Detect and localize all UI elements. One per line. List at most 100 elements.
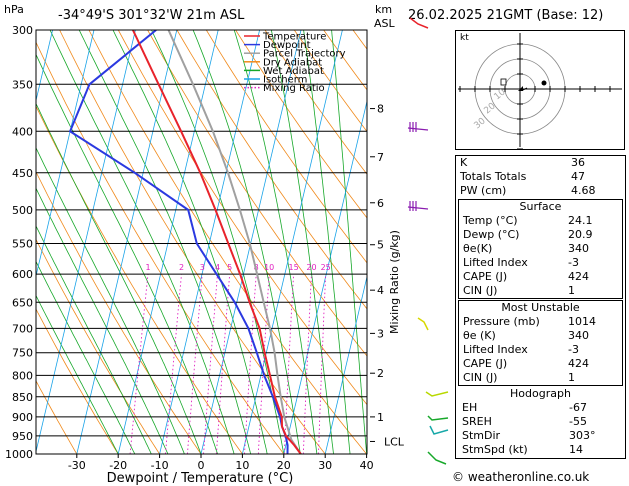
height-tick-label: 4 [377, 284, 384, 297]
wind-barb [407, 127, 429, 131]
pressure-tick-label: 900 [12, 411, 33, 424]
storm-motion-marker [541, 80, 547, 86]
temperature-tick-label: -20 [109, 459, 127, 472]
mixing-ratio-line [302, 274, 312, 454]
mixing-ratio-line [165, 274, 182, 454]
isotherm [117, 30, 219, 454]
storm-motion-arrow [518, 86, 523, 91]
hodograph-mean-marker [500, 78, 507, 86]
isotherm [0, 30, 11, 454]
mixing-ratio-label: 25 [321, 263, 331, 272]
mixing-ratio-label: 5 [227, 263, 232, 272]
temperature-tick-label: -10 [151, 459, 169, 472]
isotherm [159, 30, 260, 454]
pressure-tick-label: 550 [12, 237, 33, 250]
hodo-stmspd: StmSpd (kt) 14 [462, 443, 583, 456]
mu-li: Lifted Index -3 [463, 343, 579, 356]
mixing-ratio-axis-label: Mixing Ratio (g/kg) [388, 230, 401, 334]
wind-barb-900 [427, 415, 449, 421]
mixing-ratio-line [318, 274, 327, 454]
hodograph-title: Hodograph [510, 387, 571, 400]
index-totals: Totals Totals 47 [460, 170, 585, 183]
dry-adiabat [36, 380, 78, 454]
isotherm [283, 99, 367, 454]
mixing-ratio-line [203, 274, 218, 454]
parcel-trajectory-line [167, 30, 302, 454]
pressure-tick-label: 400 [12, 125, 33, 138]
location-title: -34°49'S 301°32'W 21m ASL [58, 8, 245, 23]
legend-label: Dry Adiabat [263, 57, 322, 68]
mixing-ratio-line [186, 274, 203, 454]
mixing-ratio-label: 10 [264, 263, 274, 272]
wind-barb-950 [429, 425, 449, 435]
height-tick-label: 8 [377, 103, 384, 116]
wind-barb-300 [409, 17, 429, 29]
height-tick-label: 2 [377, 367, 384, 380]
copyright[interactable]: © weatheronline.co.uk [452, 470, 590, 484]
pressure-tick-label: 350 [12, 78, 33, 91]
temperature-tick-label: -30 [68, 459, 86, 472]
temperature-line [131, 30, 302, 454]
legend-label: Mixing Ratio [263, 83, 325, 94]
km-label: km [375, 3, 393, 16]
index-pw: PW (cm) 4.68 [460, 184, 596, 197]
wind-barb-700 [417, 317, 429, 331]
temperature-tick-label: 10 [235, 459, 249, 472]
mu-pressure: Pressure (mb) 1014 [463, 315, 596, 328]
pressure-tick-label: 700 [12, 322, 33, 335]
isotherm [324, 275, 367, 454]
most-unstable-section: Most Unstable Pressure (mb) 1014 θe (K) 34… [458, 300, 623, 386]
height-tick-label: 5 [377, 239, 384, 252]
mixing-ratio-label: 20 [306, 263, 316, 272]
surface-cape: CAPE (J) 424 [463, 270, 589, 283]
temperature-tick-label: 30 [318, 459, 332, 472]
isotherm [76, 30, 178, 454]
pressure-tick-label: 750 [12, 347, 33, 360]
surface-section: Surface Temp (°C) 24.1 Dewp (°C) 20.9 θe(K… [458, 199, 623, 299]
wind-barb [407, 206, 429, 210]
legend-label: Isotherm [263, 75, 307, 86]
pressure-tick-label: 300 [12, 24, 33, 37]
surface-title: Surface [519, 200, 562, 213]
height-tick-label: 7 [377, 151, 384, 164]
pressure-tick-label: 650 [12, 296, 33, 309]
legend-label: Dewpoint [263, 40, 311, 51]
hodo-stmdir: StmDir 303° [462, 429, 596, 442]
pressure-tick-label: 850 [12, 391, 33, 404]
mixing-ratio-line [283, 274, 295, 454]
height-tick-label: 1 [377, 411, 384, 424]
hodo-eh: EH -67 [462, 401, 587, 414]
surface-cin: CIN (J) 1 [463, 284, 575, 297]
mu-cape: CAPE (J) 424 [463, 357, 589, 370]
mu-thetae: θe (K) 340 [463, 329, 589, 342]
pressure-tick-label: 800 [12, 369, 33, 382]
surface-thetae: θe(K) 340 [463, 242, 589, 255]
mu-cin: CIN (J) 1 [463, 371, 575, 384]
surface-dewp: Dewp (°C) 20.9 [463, 228, 593, 241]
x-axis-label: Dewpoint / Temperature (°C) [107, 471, 294, 486]
pressure-tick-label: 600 [12, 268, 33, 281]
mixing-ratio-label: 4 [215, 263, 220, 272]
mixing-ratio-label: 3 [200, 263, 205, 272]
temperature-tick-label: 20 [277, 459, 291, 472]
hodograph-section: Hodograph EH -67 SREH -55 StmDir 303° StmSp… [458, 387, 623, 457]
isotherm [36, 30, 95, 278]
mixing-ratio-line [257, 274, 270, 454]
pressure-tick-label: 450 [12, 167, 33, 180]
surface-temp: Temp (°C) 24.1 [463, 214, 593, 227]
dry-adiabat [235, 30, 367, 219]
mixing-ratio-line [129, 274, 149, 454]
dry-adiabat [264, 30, 367, 175]
hpa-label: hPa [4, 3, 24, 16]
legend-label: Wet Adiabat [263, 66, 324, 77]
isotherm [242, 30, 343, 454]
mixing-ratio-line [215, 274, 231, 454]
isotherm [200, 30, 302, 454]
dry-adiabat [205, 30, 367, 264]
pressure-tick-label: 500 [12, 204, 33, 217]
lcl-label: LCL [384, 435, 405, 448]
temperature-tick-label: 0 [198, 459, 205, 472]
wind-barb-850 [425, 391, 449, 397]
hodo-sreh: SREH -55 [462, 415, 587, 428]
